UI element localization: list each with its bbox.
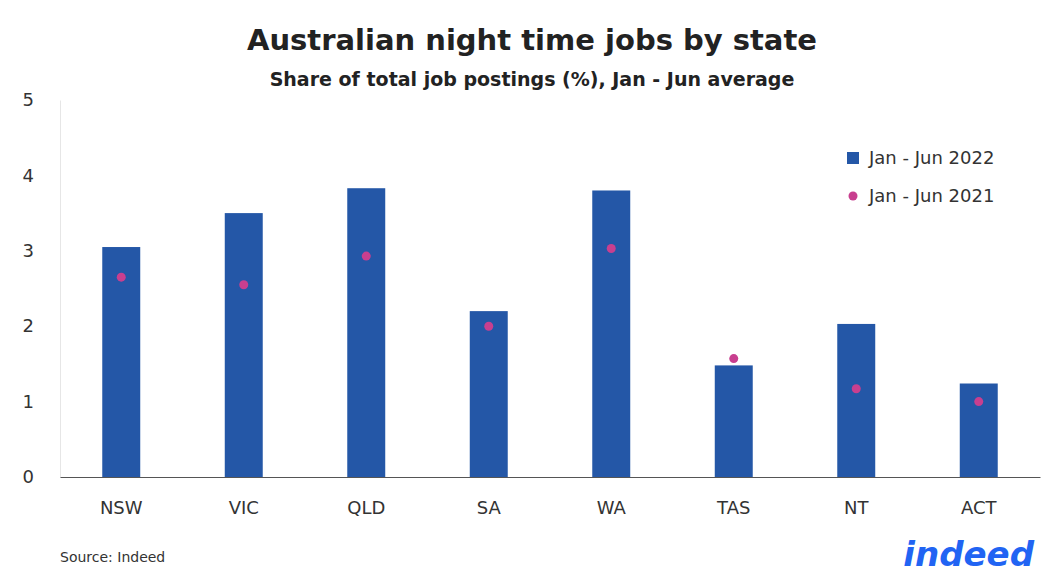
y-tick: 1 [23,391,60,412]
x-tick: VIC [229,477,259,518]
x-tick-label: TAS [716,497,750,518]
source: Source: Indeed [60,549,165,565]
y-tick-label: 3 [23,240,34,261]
series-1 [117,244,984,406]
legend-label: Jan - Jun 2021 [868,185,994,206]
point [362,252,371,261]
y-tick: 5 [23,89,60,110]
legend-label: Jan - Jun 2022 [868,147,994,168]
bar [470,311,508,477]
x-axis: NSW VIC QLD SA WA TAS NT ACT [61,477,1041,518]
legend-swatch [847,152,859,164]
y-tick-label: 5 [23,89,34,110]
x-tick-label: ACT [961,497,998,518]
y-tick-label: 0 [23,466,34,487]
series-0 [102,188,997,477]
y-tick-label: 1 [23,391,34,412]
logo: indeed [903,534,1034,574]
point [974,397,983,406]
bar [347,188,385,477]
x-tick: TAS [716,477,750,518]
point [607,244,616,253]
subtitle: Share of total job postings (%), Jan - J… [270,68,795,90]
x-tick: NT [844,477,869,518]
y-tick: 2 [23,315,60,336]
x-tick-label: VIC [229,497,259,518]
x-tick: SA [477,477,502,518]
bar [837,324,875,477]
point [484,322,493,331]
x-tick: ACT [961,477,998,518]
y-tick: 0 [23,466,60,487]
bar [592,190,630,477]
x-tick-label: QLD [347,497,385,518]
y-tick: 3 [23,240,60,261]
plot-marks [102,188,997,477]
y-tick: 4 [23,165,60,186]
y-tick-label: 4 [23,165,34,186]
x-tick-label: SA [477,497,502,518]
x-axis-line [61,477,1041,478]
point [729,354,738,363]
y-axis-line [60,101,61,478]
x-tick: WA [597,477,627,518]
legend-item: Jan - Jun 2021 [849,185,995,206]
x-tick: QLD [347,477,385,518]
x-tick: NSW [100,477,143,518]
y-axis: 0 1 2 3 4 5 [23,89,61,487]
title: Australian night time jobs by state [247,23,817,57]
y-tick-label: 2 [23,315,34,336]
bar [960,384,998,477]
legend: Jan - Jun 2022 Jan - Jun 2021 [847,147,994,206]
background [0,0,1056,577]
x-tick-label: NT [844,497,869,518]
point [117,273,126,282]
x-tick-label: WA [597,497,627,518]
bar [102,247,140,477]
x-tick-label: NSW [100,497,143,518]
legend-swatch [849,192,858,201]
legend-item: Jan - Jun 2022 [847,147,994,168]
point [852,384,861,393]
point [239,280,248,289]
bar [225,213,263,477]
bar [715,365,753,477]
